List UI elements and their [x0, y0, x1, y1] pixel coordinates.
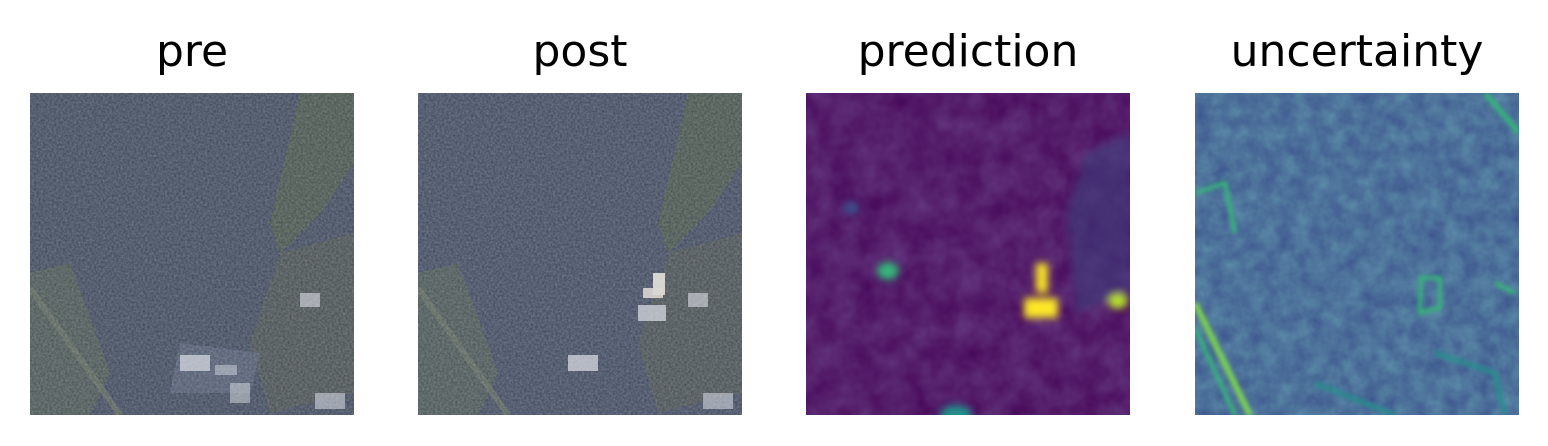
panel-post: post [418, 0, 742, 446]
uncertainty-heatmap [1195, 93, 1519, 415]
pre-satellite-image [30, 93, 354, 415]
panel-pre: pre [30, 0, 354, 446]
panel-title-pre: pre [155, 26, 229, 77]
post-image [418, 93, 742, 415]
panel-uncertainty: uncertainty [1195, 0, 1519, 446]
panel-title-uncertainty: uncertainty [1230, 26, 1484, 77]
panel-prediction: prediction [806, 0, 1130, 446]
prediction-heatmap-image [806, 93, 1130, 415]
pre-image [30, 93, 354, 415]
prediction-heatmap [806, 93, 1130, 415]
panel-title-post: post [532, 26, 628, 77]
panel-title-prediction: prediction [857, 26, 1079, 77]
uncertainty-heatmap-image [1195, 93, 1519, 415]
post-satellite-image [418, 93, 742, 415]
